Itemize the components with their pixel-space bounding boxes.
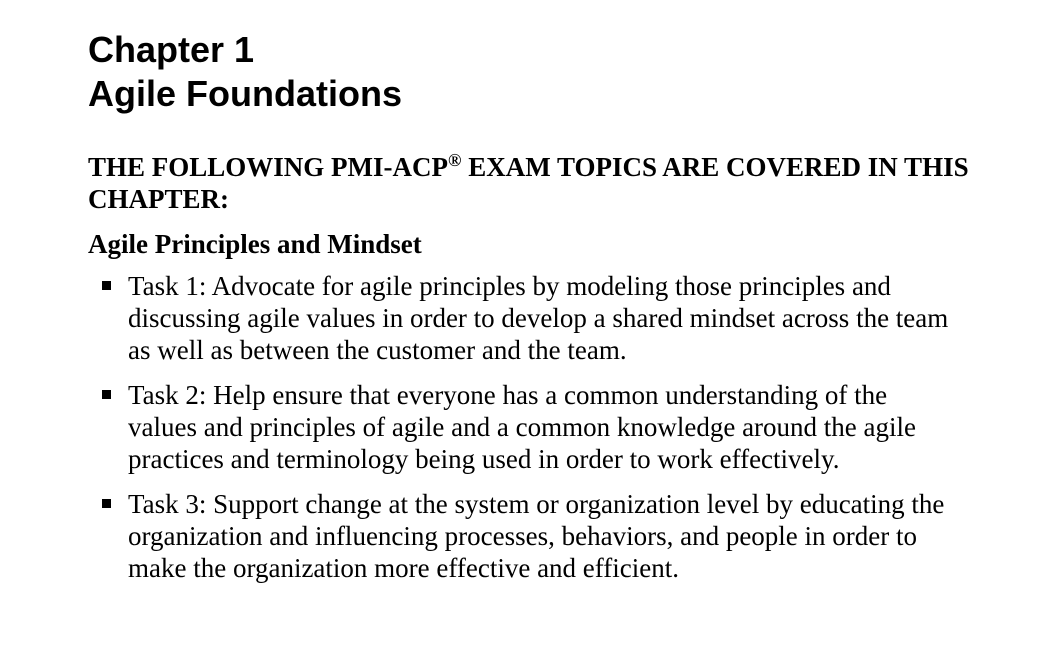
exam-topics-heading: THE FOLLOWING PMI-ACP® EXAM TOPICS ARE C… [88, 151, 988, 215]
domain-heading: Agile Principles and Mindset [88, 229, 422, 259]
square-bullet-icon [102, 281, 111, 290]
task-list: Task 1: Advocate for agile principles by… [88, 270, 988, 584]
chapter-number: Chapter 1 [88, 29, 255, 70]
exam-topics-heading-start: THE FOLLOWING PMI-ACP [88, 152, 449, 182]
square-bullet-icon [102, 499, 111, 508]
exam-topics-heading-end: EXAM TOPICS ARE COVERED IN THIS CHAPTER: [88, 152, 969, 214]
task-text: Task 1: Advocate for agile principles by… [128, 271, 949, 365]
task-item: Task 2: Help ensure that everyone has a … [88, 379, 958, 475]
task-text: Task 2: Help ensure that everyone has a … [128, 380, 916, 474]
task-item: Task 1: Advocate for agile principles by… [88, 270, 958, 366]
document-page: Chapter 1 Agile Foundations THE FOLLOWIN… [88, 28, 988, 597]
registered-mark: ® [448, 150, 462, 170]
square-bullet-icon [102, 390, 111, 399]
task-text: Task 3: Support change at the system or … [128, 489, 945, 583]
task-item: Task 3: Support change at the system or … [88, 488, 958, 584]
chapter-title: Agile Foundations [88, 73, 402, 114]
